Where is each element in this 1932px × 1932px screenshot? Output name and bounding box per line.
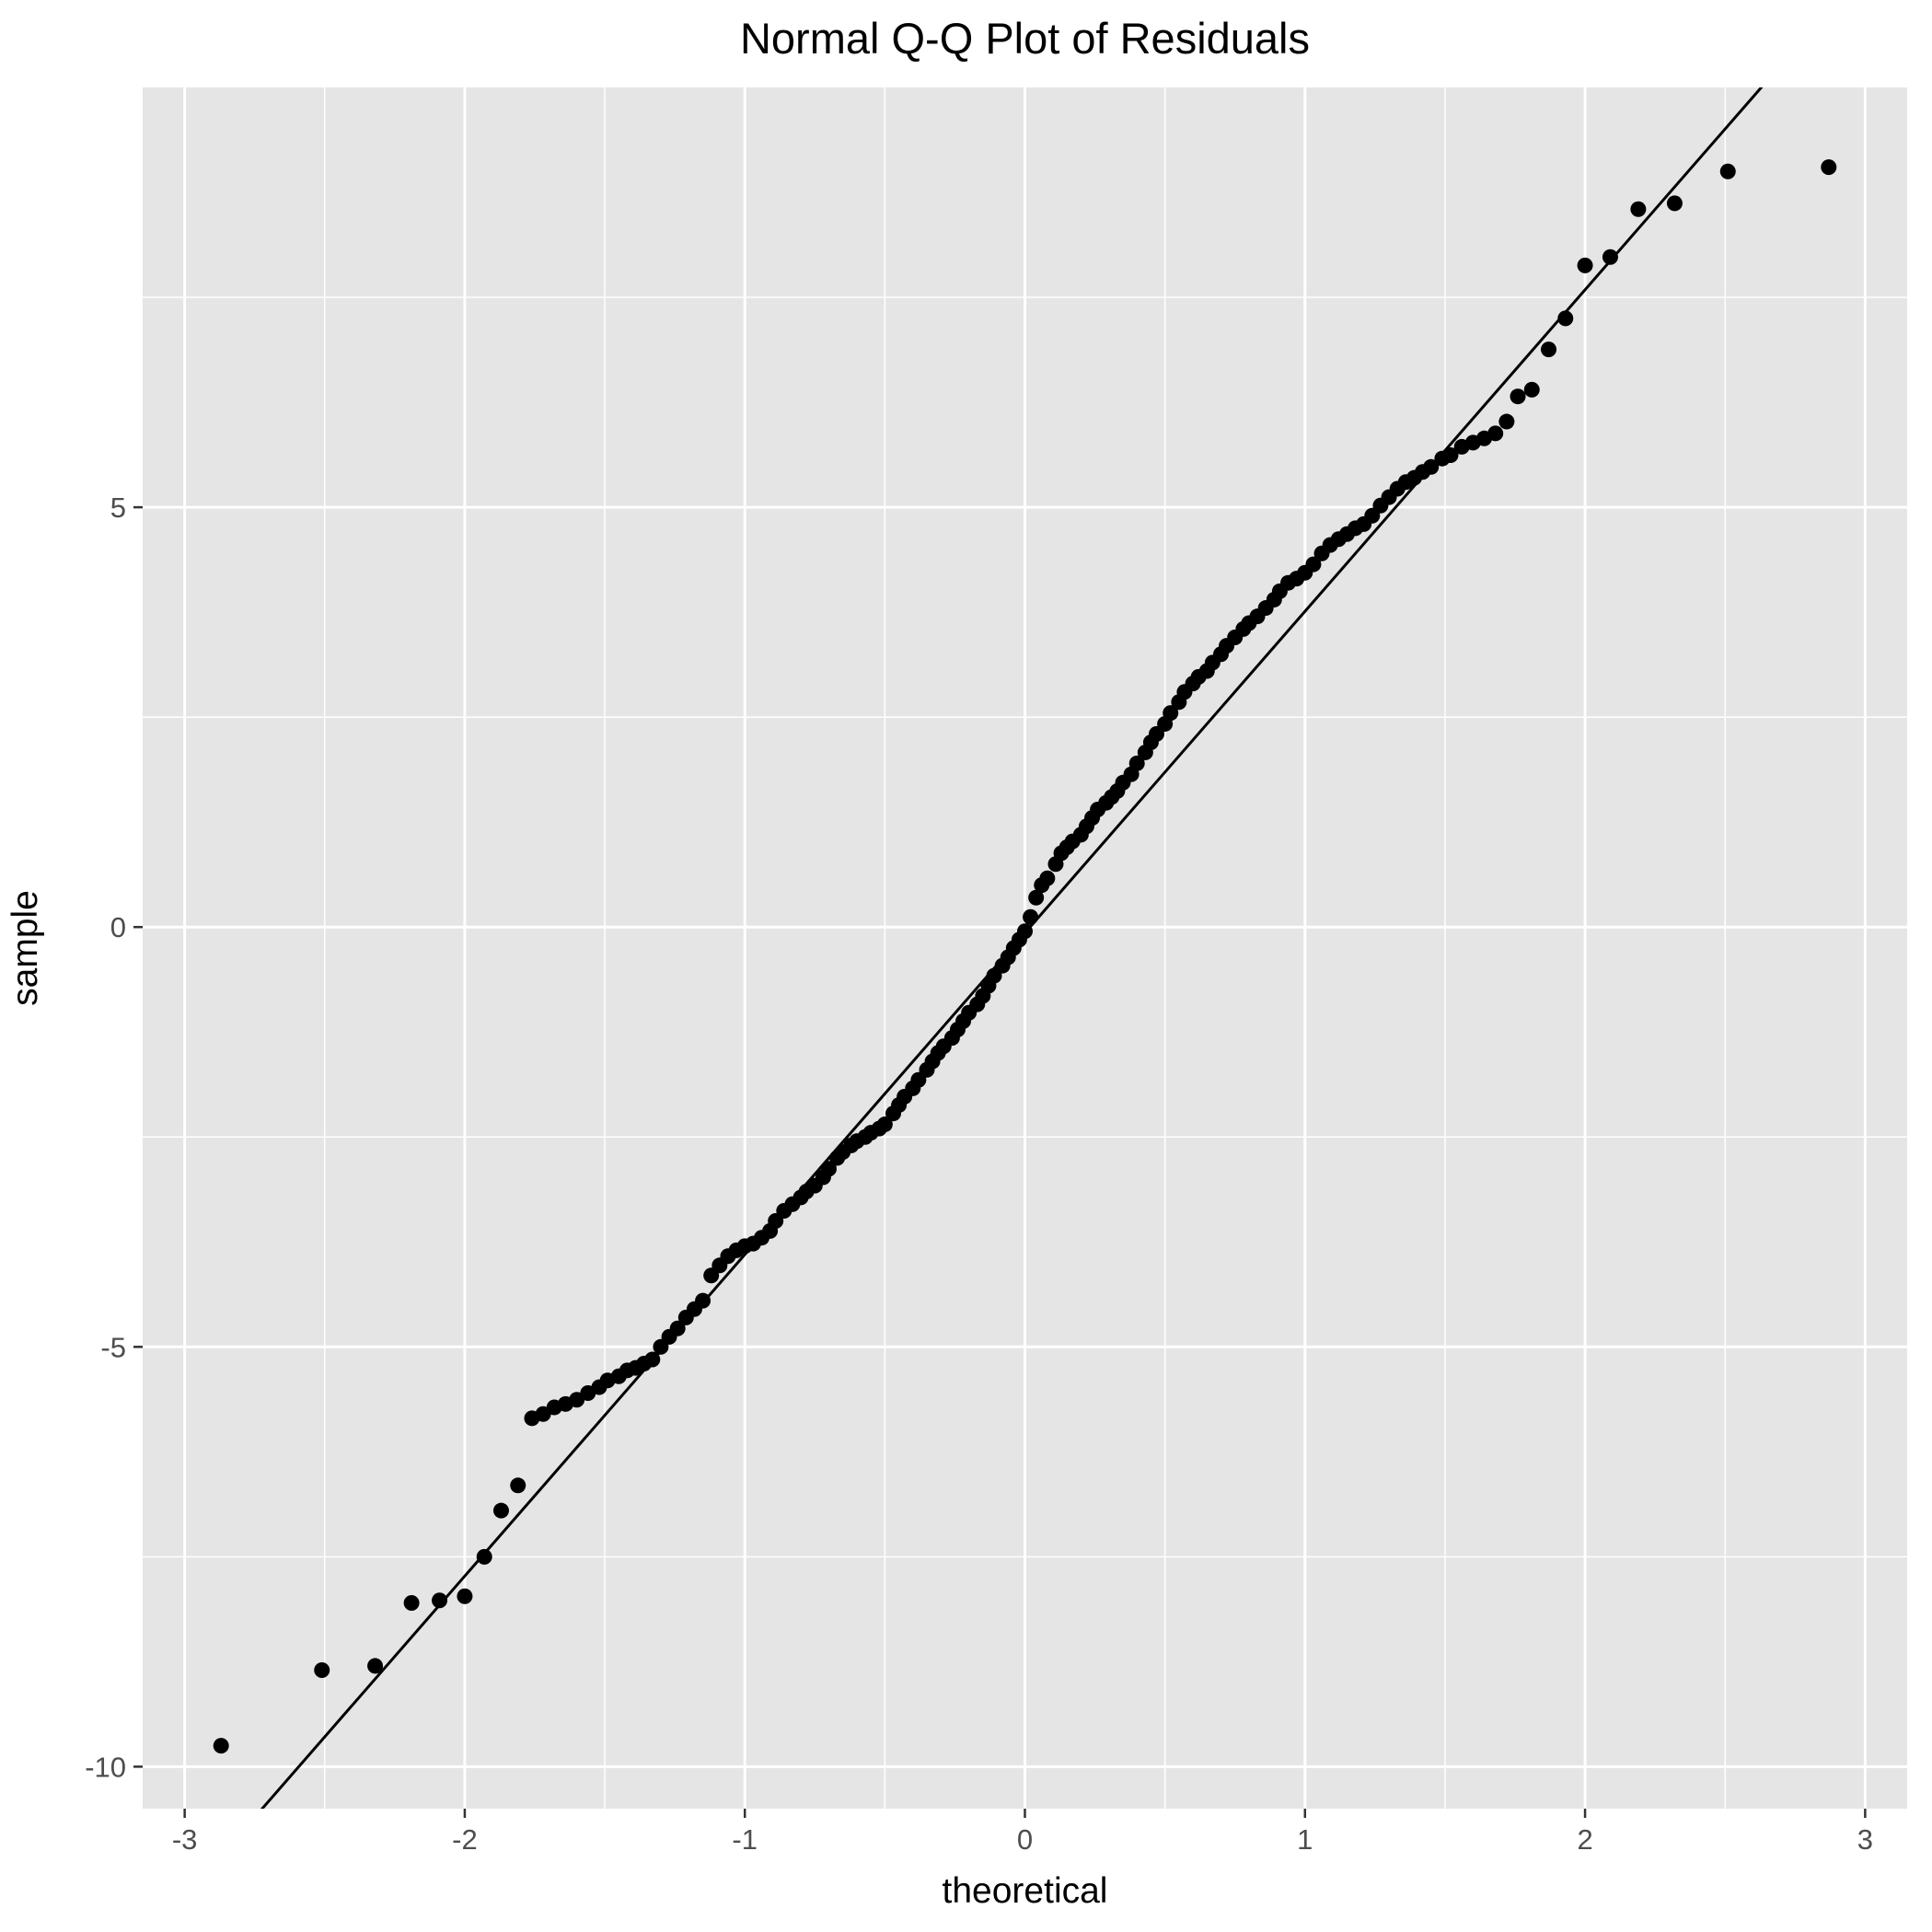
data-point	[1821, 159, 1837, 176]
data-point	[457, 1588, 473, 1604]
data-point	[1023, 908, 1039, 925]
data-point	[1487, 425, 1504, 442]
y-tick-label: -10	[85, 1751, 126, 1783]
data-point	[1577, 257, 1593, 273]
data-point	[1128, 755, 1145, 771]
x-tick-label: 2	[1577, 1823, 1592, 1856]
data-point	[695, 1292, 711, 1309]
data-point	[1541, 341, 1557, 358]
data-point	[1557, 310, 1574, 327]
data-point	[1442, 447, 1459, 464]
x-tick-label: -3	[172, 1823, 198, 1856]
data-point	[1630, 201, 1647, 217]
data-point	[1602, 249, 1618, 265]
x-tick-label: -1	[732, 1823, 758, 1856]
data-point	[403, 1595, 420, 1612]
major-gridlines	[143, 87, 1907, 1809]
y-tick-label: 0	[110, 911, 126, 943]
chart-title: Normal Q-Q Plot of Residuals	[740, 14, 1310, 63]
x-tick-label: 3	[1857, 1823, 1873, 1856]
data-point	[1017, 923, 1033, 940]
data-point	[1423, 458, 1440, 475]
data-point	[1719, 163, 1736, 179]
y-tick-label: 5	[110, 492, 126, 524]
data-point	[492, 1502, 509, 1519]
x-tick-label: 0	[1017, 1823, 1033, 1856]
data-point	[432, 1592, 448, 1609]
data-point	[1039, 870, 1056, 886]
data-point	[1523, 381, 1540, 398]
y-axis: -10 -5 0 5	[85, 492, 143, 1783]
x-tick-label: 1	[1297, 1823, 1313, 1856]
x-axis-title: theoretical	[943, 1871, 1108, 1911]
data-point	[644, 1351, 661, 1368]
data-point	[367, 1658, 384, 1674]
data-points	[213, 159, 1837, 1754]
x-axis: -3 -2 -1 0 1 2 3	[172, 1809, 1873, 1856]
data-point	[213, 1738, 229, 1754]
data-point	[1498, 413, 1515, 430]
data-point	[510, 1477, 526, 1494]
x-tick-label: -2	[452, 1823, 478, 1856]
data-point	[476, 1548, 492, 1565]
data-point	[1666, 195, 1683, 212]
y-axis-title: sample	[6, 890, 45, 1006]
data-point	[821, 1161, 837, 1177]
data-point	[1305, 556, 1322, 573]
data-point	[1028, 889, 1045, 906]
y-tick-label: -5	[100, 1331, 126, 1363]
data-point	[1510, 388, 1526, 405]
data-point	[314, 1661, 330, 1678]
data-point	[669, 1320, 686, 1336]
plot-area	[213, 87, 1837, 1809]
data-point	[876, 1116, 893, 1133]
data-point	[1163, 705, 1179, 722]
